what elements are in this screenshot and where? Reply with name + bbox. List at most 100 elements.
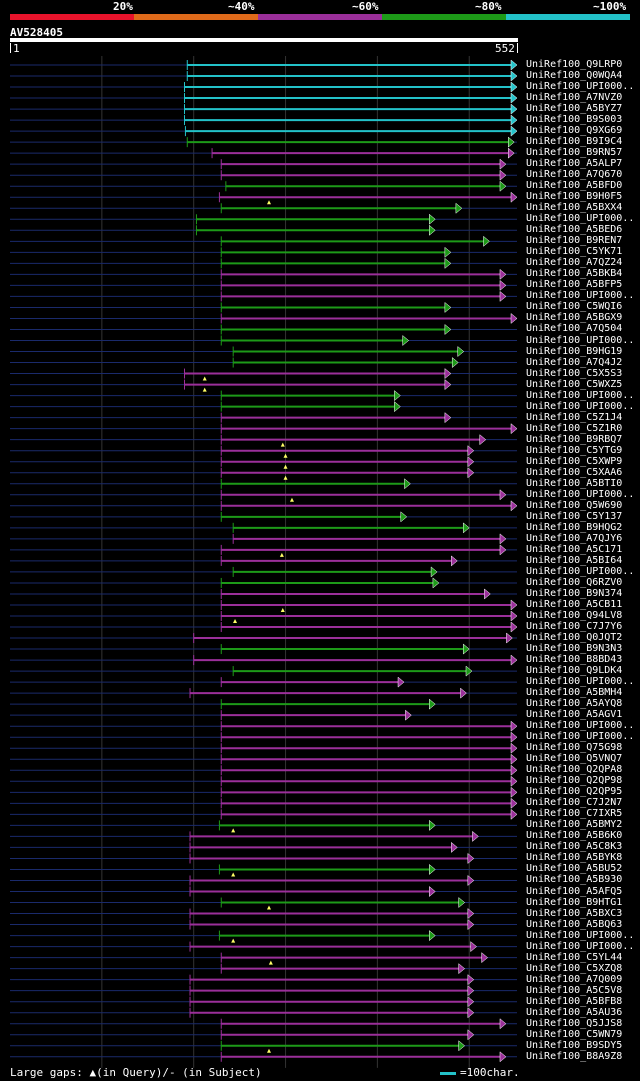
hit-label[interactable]: UniRef100_A5BFD0 [526, 180, 623, 192]
hit-row[interactable] [10, 896, 517, 910]
hit-label[interactable]: UniRef100_A5B930 [526, 874, 623, 886]
hit-label[interactable]: UniRef100_Q6RZV0 [526, 576, 623, 588]
hit-row[interactable] [10, 555, 517, 567]
hit-row[interactable] [10, 786, 518, 798]
hit-row[interactable] [10, 180, 517, 192]
hit-row[interactable] [10, 224, 517, 236]
hit-label[interactable]: UniRef100_C5WXZ5 [526, 378, 623, 390]
hit-row[interactable] [10, 202, 517, 214]
hit-label[interactable]: UniRef100_UPI000.. [526, 213, 635, 225]
hit-label[interactable]: UniRef100_A5BED6 [526, 224, 623, 236]
hit-row[interactable] [10, 423, 518, 435]
hit-row[interactable] [10, 445, 517, 458]
hit-label[interactable]: UniRef100_B9H0F5 [526, 191, 623, 203]
hit-row[interactable] [10, 158, 517, 170]
hit-row[interactable] [10, 500, 518, 512]
hit-label[interactable]: UniRef100_A5B6K0 [526, 830, 623, 842]
hit-row[interactable] [10, 434, 517, 447]
hit-row[interactable] [10, 213, 517, 225]
hit-row[interactable] [10, 467, 517, 480]
hit-label[interactable]: UniRef100_B9I9C4 [526, 136, 623, 148]
hit-row[interactable] [10, 81, 518, 93]
hit-label[interactable]: UniRef100_B9RBQ7 [526, 433, 623, 445]
hit-row[interactable] [10, 103, 518, 115]
hit-row[interactable] [10, 235, 517, 247]
hit-row[interactable] [10, 522, 517, 534]
hit-label[interactable]: UniRef100_A5AGV1 [526, 709, 623, 721]
hit-label[interactable]: UniRef100_Q2QPA8 [526, 764, 623, 776]
hit-label[interactable]: UniRef100_B9SDY5 [526, 1039, 623, 1051]
hit-row[interactable] [10, 654, 518, 666]
hit-row[interactable] [10, 941, 517, 953]
hit-label[interactable]: UniRef100_UPI000.. [526, 731, 635, 743]
hit-row[interactable] [10, 731, 518, 743]
hit-label[interactable]: UniRef100_C5X5S3 [526, 367, 623, 379]
hit-label[interactable]: UniRef100_A5C8K3 [526, 841, 623, 853]
hit-row[interactable] [10, 268, 517, 280]
hit-label[interactable]: UniRef100_B9RN57 [526, 147, 623, 159]
hit-row[interactable] [10, 70, 518, 82]
hit-label[interactable]: UniRef100_C5YL44 [526, 951, 623, 963]
hit-label[interactable]: UniRef100_UPI000.. [526, 334, 635, 346]
hit-label[interactable]: UniRef100_C5XAA6 [526, 466, 623, 478]
hit-row[interactable] [10, 599, 518, 612]
hit-label[interactable]: UniRef100_A5BYZ7 [526, 103, 623, 115]
hit-row[interactable] [10, 257, 517, 269]
hit-label[interactable]: UniRef100_UPI000.. [526, 81, 635, 93]
hit-row[interactable] [10, 687, 517, 699]
hit-label[interactable]: UniRef100_Q2QP95 [526, 786, 623, 798]
hit-row[interactable] [10, 147, 517, 159]
hit-label[interactable]: UniRef100_UPI000.. [526, 488, 635, 500]
hit-row[interactable] [10, 379, 517, 392]
hit-label[interactable]: UniRef100_B8BD43 [526, 654, 623, 666]
hit-label[interactable]: UniRef100_A5BMH4 [526, 687, 623, 699]
hit-label[interactable]: UniRef100_B9N3N3 [526, 643, 623, 655]
hit-row[interactable] [10, 246, 517, 258]
hit-label[interactable]: UniRef100_A5BTI0 [526, 477, 623, 489]
hit-label[interactable]: UniRef100_Q5JJS8 [526, 1017, 623, 1029]
hit-row[interactable] [10, 643, 517, 655]
hit-label[interactable]: UniRef100_A5BYK8 [526, 852, 623, 864]
hit-label[interactable]: UniRef100_A5AU36 [526, 1006, 623, 1018]
hit-label[interactable]: UniRef100_C5YK71 [526, 246, 623, 258]
hit-row[interactable] [10, 169, 517, 181]
hit-label[interactable]: UniRef100_A5AYQ8 [526, 698, 623, 710]
hit-label[interactable]: UniRef100_A5BQ63 [526, 918, 623, 930]
hit-label[interactable]: UniRef100_Q5W690 [526, 499, 623, 511]
hit-label[interactable]: UniRef100_A7NVZ0 [526, 92, 623, 104]
hit-label[interactable]: UniRef100_UPI000.. [526, 290, 635, 302]
hit-row[interactable] [10, 974, 517, 986]
hit-label[interactable]: UniRef100_UPI000.. [526, 400, 635, 412]
hit-row[interactable] [10, 312, 518, 324]
hit-label[interactable]: UniRef100_B9HQG2 [526, 521, 623, 533]
hit-row[interactable] [10, 1007, 517, 1019]
hit-row[interactable] [10, 621, 518, 633]
hit-label[interactable]: UniRef100_Q75G98 [526, 742, 623, 754]
hit-label[interactable]: UniRef100_UPI000.. [526, 929, 635, 941]
hit-row[interactable] [10, 1018, 517, 1030]
hit-label[interactable]: UniRef100_UPI000.. [526, 389, 635, 401]
hit-row[interactable] [10, 1040, 517, 1053]
hit-row[interactable] [10, 709, 517, 721]
hit-row[interactable] [10, 797, 518, 809]
hit-row[interactable] [10, 577, 517, 589]
hit-row[interactable] [10, 191, 518, 205]
hit-row[interactable] [10, 290, 517, 302]
hit-row[interactable] [10, 985, 517, 997]
hit-label[interactable]: UniRef100_UPI000.. [526, 676, 635, 688]
hit-row[interactable] [10, 742, 518, 754]
hit-row[interactable] [10, 544, 517, 557]
hit-row[interactable] [10, 841, 517, 853]
hit-row[interactable] [10, 412, 517, 424]
hit-row[interactable] [10, 588, 517, 600]
hit-label[interactable]: UniRef100_A5AFQ5 [526, 885, 623, 897]
hit-row[interactable] [10, 808, 518, 820]
hit-label[interactable]: UniRef100_B9N374 [526, 587, 623, 599]
hit-row[interactable] [10, 930, 517, 943]
hit-label[interactable]: UniRef100_B9HG19 [526, 345, 623, 357]
hit-row[interactable] [10, 489, 517, 502]
hit-label[interactable]: UniRef100_A7Q009 [526, 973, 623, 985]
hit-label[interactable]: UniRef100_A5BKB4 [526, 268, 623, 280]
hit-label[interactable]: UniRef100_A5BGX9 [526, 312, 623, 324]
hit-row[interactable] [10, 125, 518, 137]
